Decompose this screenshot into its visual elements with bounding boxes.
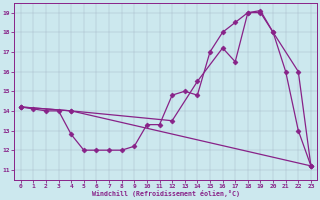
X-axis label: Windchill (Refroidissement éolien,°C): Windchill (Refroidissement éolien,°C) [92, 190, 240, 197]
